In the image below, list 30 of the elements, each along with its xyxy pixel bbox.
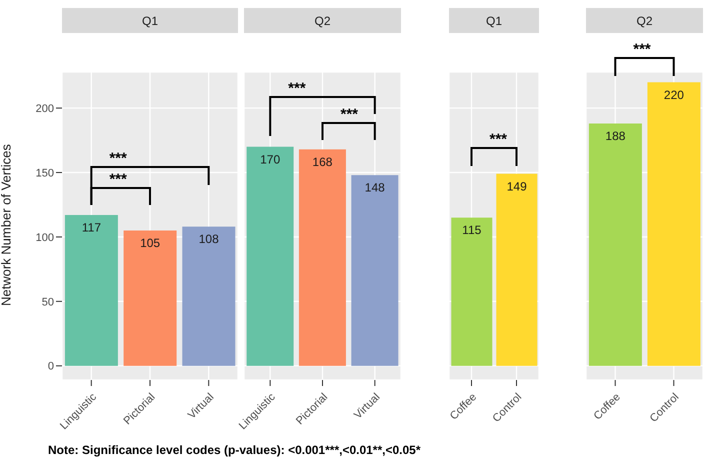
text: *** [633, 41, 651, 58]
data-label: 148 [364, 180, 386, 195]
data-label: 220 [664, 88, 684, 102]
data-label: 115 [462, 223, 482, 238]
data-label: 149 [506, 179, 528, 194]
y-tick-label: 100 [36, 232, 54, 244]
data-label: 117 [82, 220, 102, 235]
data-label: 168 [312, 154, 333, 169]
text: Note: Significance level codes (p-values): <0.001***,<0.01**,<0.05* [48, 443, 421, 457]
annotation: *** [490, 131, 508, 148]
data-label: 188 [605, 129, 626, 144]
bar [64, 215, 118, 366]
annotation: *** [109, 171, 128, 188]
annotation: *** [109, 150, 128, 167]
annotation: *** [288, 80, 306, 97]
y-tick-label: 0 [48, 360, 54, 373]
chart-title: Q2 [586, 8, 703, 33]
y-tick-label: 150 [36, 167, 54, 180]
y-tick-label: 50 [42, 296, 54, 308]
data-label: 108 [198, 232, 220, 246]
data-label: 170 [260, 152, 280, 166]
bar [182, 226, 236, 366]
chart-title: Q1 [449, 8, 539, 33]
chart-title: Q2 [244, 8, 401, 33]
y-tick-label: 200 [36, 102, 54, 115]
chart-title: Q1 [62, 8, 238, 33]
annotation: *** [340, 106, 358, 123]
bar [124, 230, 177, 366]
y-axis-title: Network Number of Vertices [0, 144, 14, 306]
data-label: 105 [140, 236, 160, 250]
